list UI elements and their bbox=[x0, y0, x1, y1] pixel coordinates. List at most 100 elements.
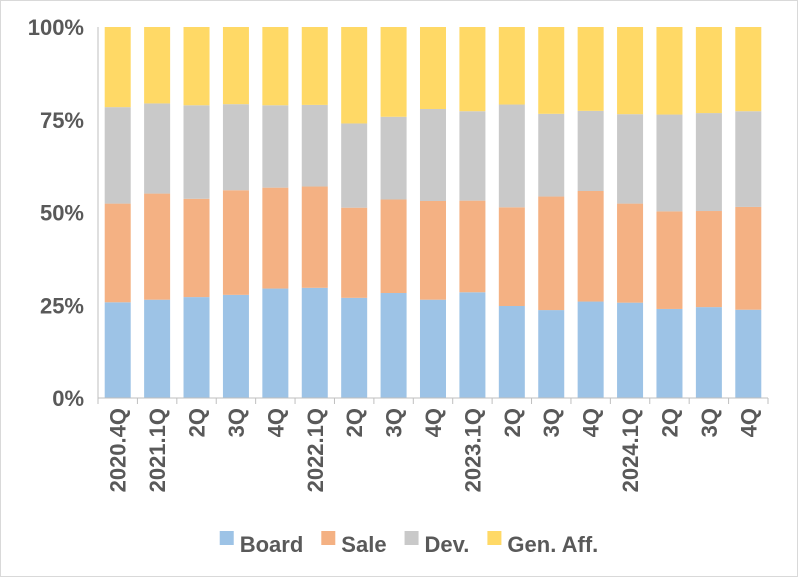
bar-sale-13 bbox=[617, 203, 644, 303]
bar-sale-5 bbox=[301, 186, 328, 288]
bar-board-15 bbox=[695, 307, 722, 398]
x-tick-label: 4Q bbox=[579, 408, 604, 437]
bar-dev-1 bbox=[144, 103, 171, 194]
bar-gen-aff-9 bbox=[459, 27, 486, 112]
x-tick-label: 4Q bbox=[263, 408, 288, 437]
bar-gen-aff-12 bbox=[577, 27, 604, 111]
bar-sale-6 bbox=[341, 207, 368, 298]
bar-board-7 bbox=[380, 293, 407, 398]
x-tick-label: 4Q bbox=[421, 408, 446, 437]
bar-dev-14 bbox=[656, 114, 683, 212]
bar-dev-11 bbox=[538, 113, 565, 197]
bar-gen-aff-6 bbox=[341, 27, 368, 124]
bar-board-11 bbox=[538, 310, 565, 398]
legend-swatch bbox=[404, 531, 419, 545]
legend: Board Sale Dev. Gen. Aff. bbox=[219, 531, 598, 557]
bar-sale-3 bbox=[222, 190, 249, 295]
x-tick-label: 2Q bbox=[342, 408, 367, 437]
bar-sale-9 bbox=[459, 200, 486, 293]
y-tick-label: 100% bbox=[28, 15, 84, 40]
y-tick-label: 25% bbox=[40, 293, 84, 318]
y-tick-label: 75% bbox=[40, 108, 84, 133]
bar-dev-16 bbox=[735, 111, 762, 207]
bar-gen-aff-5 bbox=[301, 27, 328, 105]
bar-dev-12 bbox=[577, 110, 604, 191]
bar-sale-16 bbox=[735, 206, 762, 310]
bar-gen-aff-7 bbox=[380, 27, 407, 117]
bar-gen-aff-13 bbox=[617, 27, 644, 115]
bar-sale-8 bbox=[419, 201, 446, 300]
y-tick-label: 0% bbox=[52, 386, 84, 411]
bar-sale-7 bbox=[380, 199, 407, 293]
bar-sale-10 bbox=[498, 207, 525, 306]
legend-swatch bbox=[487, 531, 502, 545]
bar-sale-14 bbox=[656, 211, 683, 309]
bar-board-12 bbox=[577, 301, 604, 398]
bar-board-1 bbox=[144, 299, 171, 398]
legend-swatch bbox=[219, 531, 234, 545]
bar-gen-aff-14 bbox=[656, 27, 683, 115]
legend-label: Dev. bbox=[425, 532, 470, 557]
bar-gen-aff-4 bbox=[262, 27, 289, 106]
bar-gen-aff-0 bbox=[104, 27, 131, 108]
bar-dev-9 bbox=[459, 111, 486, 201]
x-tick-labels: 2020.4Q 2021.1Q 2Q 3Q 4Q 2022.1Q 2Q 3Q 4Q 2023.1Q… bbox=[106, 408, 762, 492]
bar-sale-0 bbox=[104, 203, 131, 303]
legend-item-dev: Dev. bbox=[404, 531, 470, 557]
x-tick-label: 4Q bbox=[736, 408, 761, 437]
bar-gen-aff-1 bbox=[144, 27, 171, 104]
bar-board-3 bbox=[222, 294, 249, 398]
bar-sale-4 bbox=[262, 187, 289, 289]
x-tick-label: 2024.1Q bbox=[618, 408, 643, 492]
bar-sale-11 bbox=[538, 196, 565, 311]
bar-gen-aff-16 bbox=[735, 27, 762, 112]
bar-sale-15 bbox=[695, 211, 722, 308]
bar-gen-aff-10 bbox=[498, 27, 525, 105]
bar-dev-13 bbox=[617, 114, 644, 204]
bar-dev-5 bbox=[301, 104, 328, 187]
bar-dev-15 bbox=[695, 113, 722, 212]
x-tick-label: 2020.4Q bbox=[106, 408, 131, 492]
bar-board-8 bbox=[419, 299, 446, 398]
y-tick-label: 50% bbox=[40, 201, 84, 226]
bar-board-5 bbox=[301, 287, 328, 398]
bar-board-10 bbox=[498, 305, 525, 398]
bar-gen-aff-3 bbox=[222, 27, 249, 105]
x-tick-label: 3Q bbox=[224, 408, 249, 437]
bar-dev-2 bbox=[183, 105, 210, 199]
bar-dev-3 bbox=[222, 104, 249, 191]
bar-board-0 bbox=[104, 302, 131, 398]
legend-item-gen-aff: Gen. Aff. bbox=[487, 531, 598, 557]
y-tick-labels: 0% 25% 50% 75% 100% bbox=[28, 15, 84, 411]
bar-dev-0 bbox=[104, 107, 131, 204]
x-tick-label: 2Q bbox=[500, 408, 525, 437]
legend-label: Sale bbox=[341, 532, 386, 557]
x-tick-label: 3Q bbox=[539, 408, 564, 437]
x-tick-label: 2023.1Q bbox=[460, 408, 485, 492]
legend-item-board: Board bbox=[219, 531, 303, 557]
x-tick-label: 2022.1Q bbox=[303, 408, 328, 492]
axis-layer bbox=[97, 27, 769, 404]
bar-dev-6 bbox=[341, 123, 368, 208]
bar-board-6 bbox=[341, 297, 368, 398]
legend-item-sale: Sale bbox=[321, 531, 387, 557]
bar-dev-7 bbox=[380, 116, 407, 200]
bar-gen-aff-11 bbox=[538, 27, 565, 114]
legend-swatch bbox=[321, 531, 336, 545]
bar-board-4 bbox=[262, 288, 289, 398]
bars-layer bbox=[104, 27, 762, 398]
bar-gen-aff-15 bbox=[695, 27, 722, 114]
bar-dev-4 bbox=[262, 105, 289, 188]
x-tick-label: 2021.1Q bbox=[145, 408, 170, 492]
bar-sale-1 bbox=[144, 193, 171, 300]
bar-gen-aff-2 bbox=[183, 27, 210, 106]
x-tick-label: 3Q bbox=[697, 408, 722, 437]
x-tick-label: 2Q bbox=[185, 408, 210, 437]
bar-board-16 bbox=[735, 309, 762, 398]
bar-board-14 bbox=[656, 308, 683, 398]
x-tick-label: 3Q bbox=[382, 408, 407, 437]
bar-sale-12 bbox=[577, 190, 604, 302]
legend-label: Gen. Aff. bbox=[507, 532, 598, 557]
